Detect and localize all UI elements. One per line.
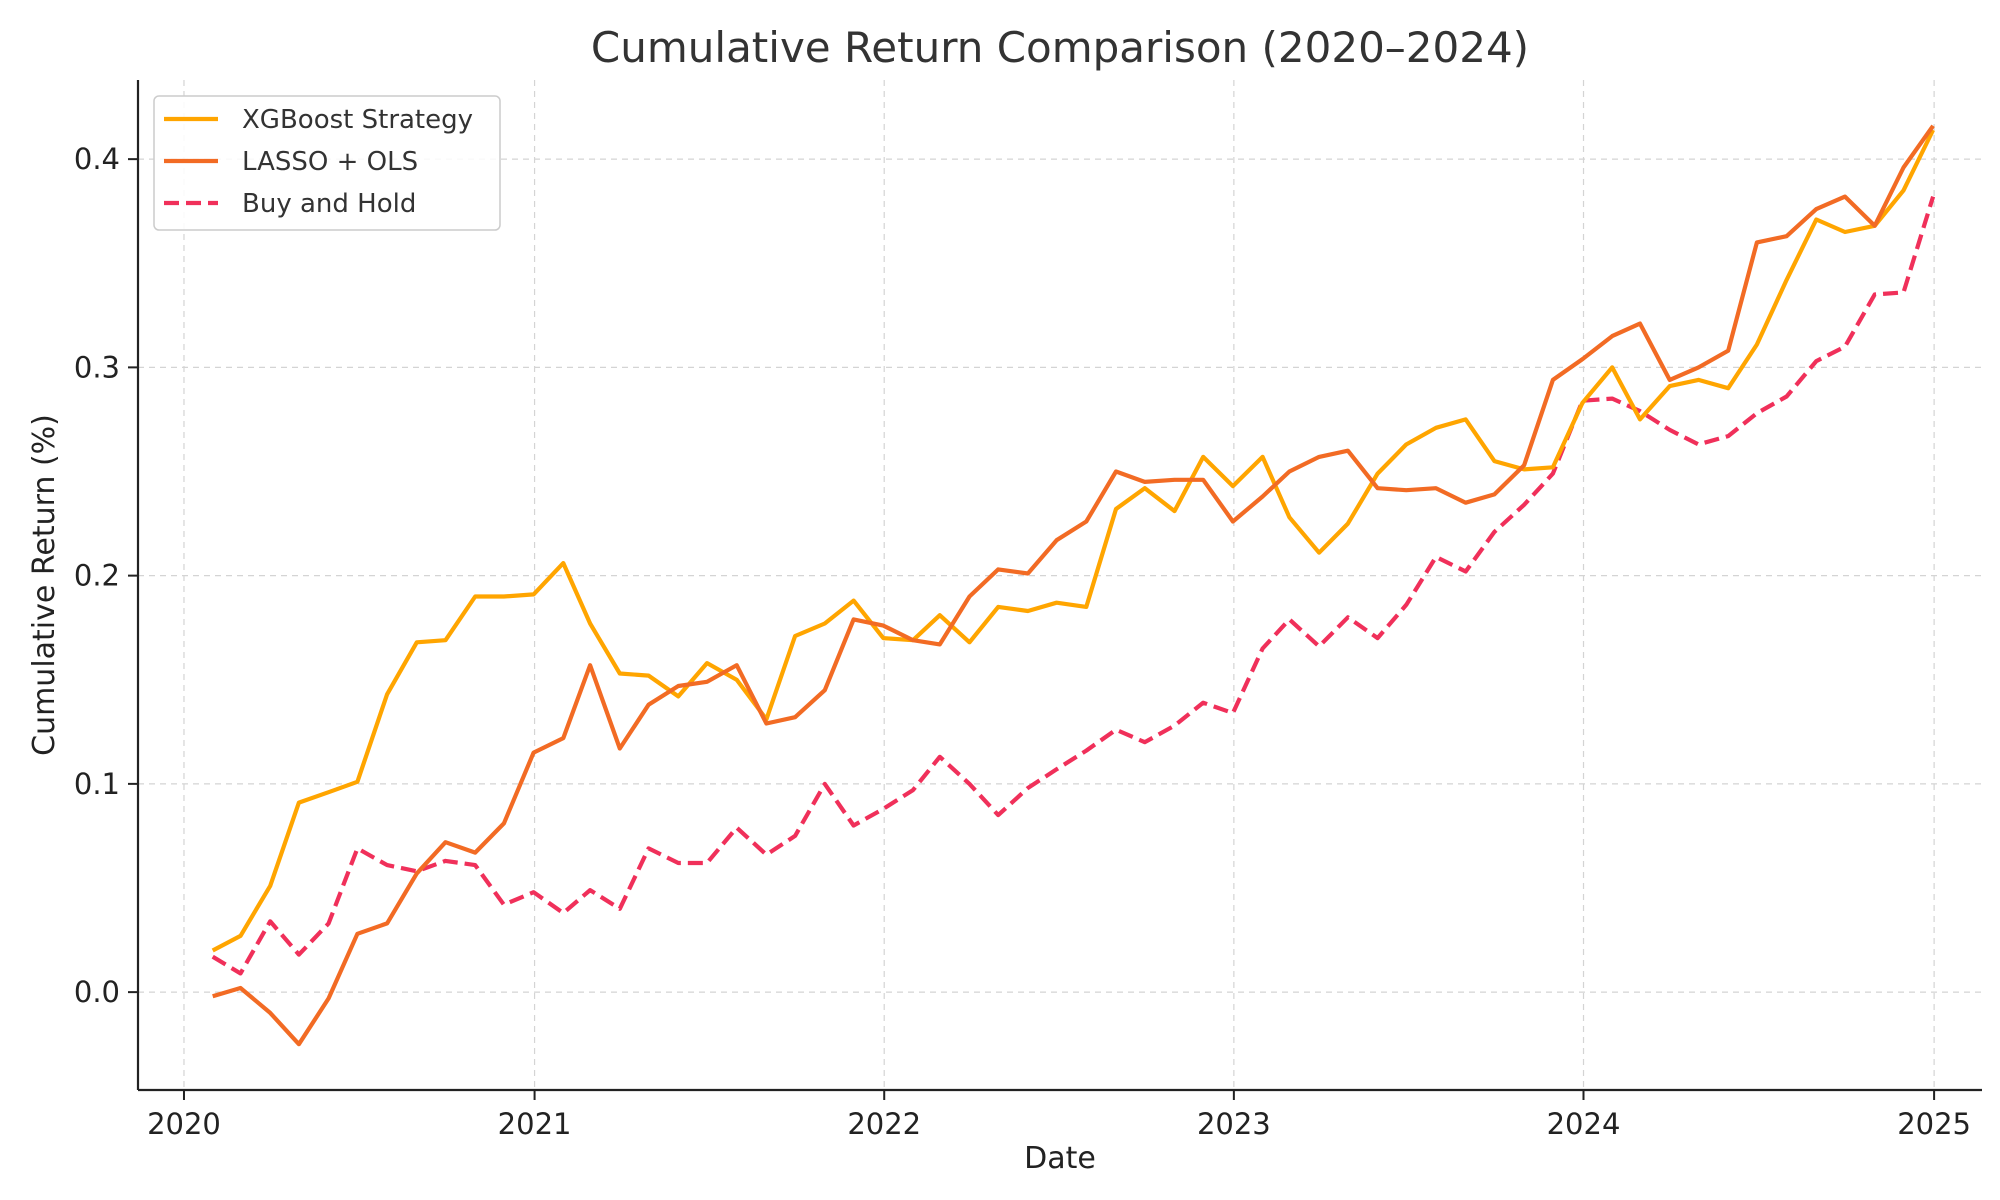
y-tick-label: 0.0 bbox=[74, 975, 120, 1009]
y-tick-label: 0.1 bbox=[74, 767, 120, 801]
series-line-buy-and-hold bbox=[211, 195, 1936, 976]
legend-label: XGBoost Strategy bbox=[242, 105, 473, 135]
legend-items: XGBoost Strategy LASSO + OLS Buy and Hold bbox=[164, 105, 473, 219]
legend-label: LASSO + OLS bbox=[242, 147, 418, 177]
axes bbox=[136, 80, 1982, 1092]
grid bbox=[138, 80, 1982, 1090]
x-tick-label: 2021 bbox=[498, 1107, 572, 1141]
chart-title: Cumulative Return Comparison (2020–2024) bbox=[591, 23, 1529, 72]
legend: XGBoost Strategy LASSO + OLS Buy and Hold bbox=[153, 95, 501, 231]
y-tick-label: 0.4 bbox=[74, 142, 120, 176]
y-tick-label: 0.2 bbox=[74, 559, 120, 593]
series-line-xgboost-strategy bbox=[211, 129, 1935, 953]
y-axis-ticks: 0.0 0.1 0.2 0.3 0.4 bbox=[74, 142, 138, 1009]
x-tick-label: 2025 bbox=[1897, 1107, 1971, 1141]
y-tick-label: 0.3 bbox=[74, 350, 120, 384]
x-axis-ticks: 2020 2021 2022 2023 2024 2025 bbox=[147, 1090, 1971, 1141]
x-tick-label: 2020 bbox=[147, 1107, 221, 1141]
y-axis-label: Cumulative Return (%) bbox=[27, 414, 62, 756]
x-axis-label: Date bbox=[1024, 1141, 1096, 1176]
legend-label: Buy and Hold bbox=[242, 189, 416, 219]
series-line-lasso-ols bbox=[212, 124, 1935, 1047]
x-tick-label: 2024 bbox=[1547, 1107, 1621, 1141]
x-tick-label: 2023 bbox=[1197, 1107, 1271, 1141]
x-tick-label: 2022 bbox=[847, 1107, 921, 1141]
series-lines bbox=[211, 124, 1936, 1047]
legend-box bbox=[153, 95, 501, 231]
